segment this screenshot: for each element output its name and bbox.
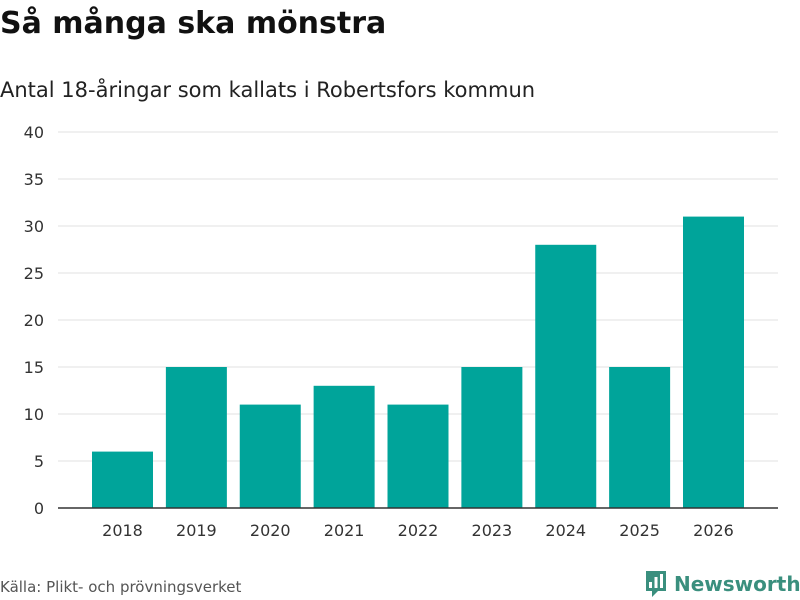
y-tick-label: 15: [24, 358, 44, 377]
x-tick-label: 2022: [398, 521, 439, 540]
bar: [239, 404, 301, 508]
y-tick-label: 0: [34, 499, 44, 518]
x-tick-label: 2018: [102, 521, 143, 540]
x-tick-label: 2020: [250, 521, 291, 540]
x-tick-label: 2021: [324, 521, 365, 540]
bar: [609, 367, 671, 508]
chart-title: Så många ska mönstra: [0, 6, 387, 41]
chart-subtitle: Antal 18-åringar som kallats i Robertsfo…: [0, 78, 536, 102]
x-tick-label: 2025: [619, 521, 660, 540]
brand-name: Newsworthy: [674, 572, 800, 596]
x-tick-label: 2024: [545, 521, 586, 540]
x-tick-label: 2023: [472, 521, 513, 540]
bar: [683, 216, 744, 508]
y-tick-label: 35: [24, 170, 44, 189]
y-tick-label: 20: [24, 311, 44, 330]
bar: [92, 451, 153, 508]
bar: [165, 367, 227, 508]
source-note: Källa: Plikt- och prövningsverket: [0, 578, 242, 596]
bar: [387, 404, 449, 508]
x-tick-label: 2026: [693, 521, 734, 540]
y-tick-label: 30: [24, 217, 44, 236]
y-tick-label: 5: [34, 452, 44, 471]
y-tick-label: 10: [24, 405, 44, 424]
newsworthy-logo-icon: [646, 571, 666, 597]
y-tick-label: 25: [24, 264, 44, 283]
brand-logo[interactable]: Newsworthy: [644, 569, 800, 599]
bar: [313, 385, 375, 508]
y-tick-label: 40: [24, 123, 44, 142]
bar: [535, 244, 597, 509]
bar: [461, 367, 523, 508]
x-tick-label: 2019: [176, 521, 217, 540]
